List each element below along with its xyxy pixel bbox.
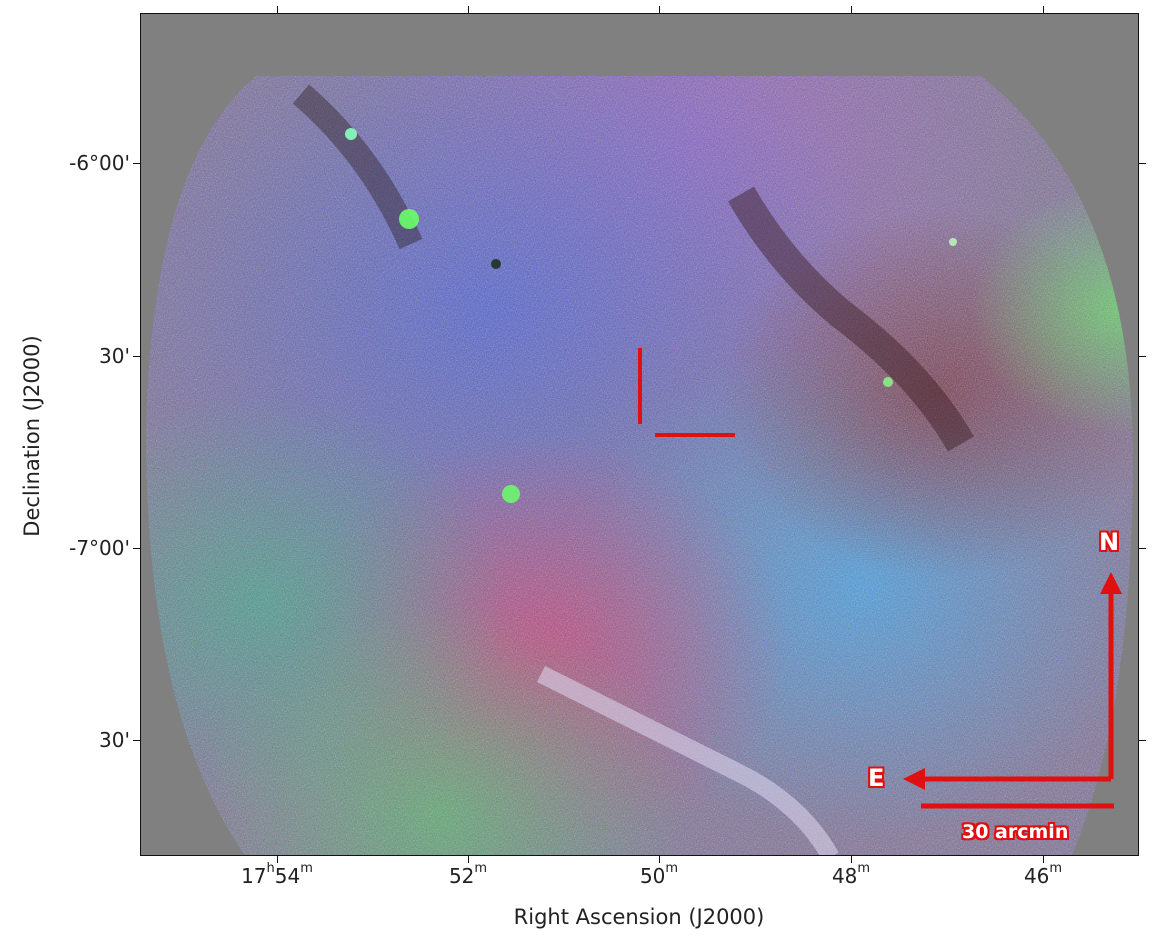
x-tick-label: 17h54m — [241, 861, 313, 888]
scale-bar-label: 30 arcmin — [962, 821, 1069, 843]
north-arrow-head — [1100, 572, 1122, 594]
y-tick-label: -7°00' — [69, 536, 130, 560]
y-axis-label: Declination (J2000) — [20, 335, 44, 537]
x-tick-label: 46m — [1023, 861, 1063, 888]
x-tick-label: 50m — [639, 861, 679, 888]
sky-image — [146, 76, 1133, 855]
sky-image-frame — [140, 13, 1139, 856]
y-tick-label: 30' — [99, 344, 130, 368]
y-tick-label: -6°00' — [69, 151, 130, 175]
east-label: E — [868, 764, 885, 792]
x-axis-label: Right Ascension (J2000) — [513, 905, 765, 929]
north-label: N — [1099, 528, 1120, 556]
x-tick-label: 48m — [831, 861, 871, 888]
y-tick-label: 30' — [99, 728, 130, 752]
x-tick-label: 52m — [448, 861, 488, 888]
east-arrow-head — [903, 768, 925, 790]
